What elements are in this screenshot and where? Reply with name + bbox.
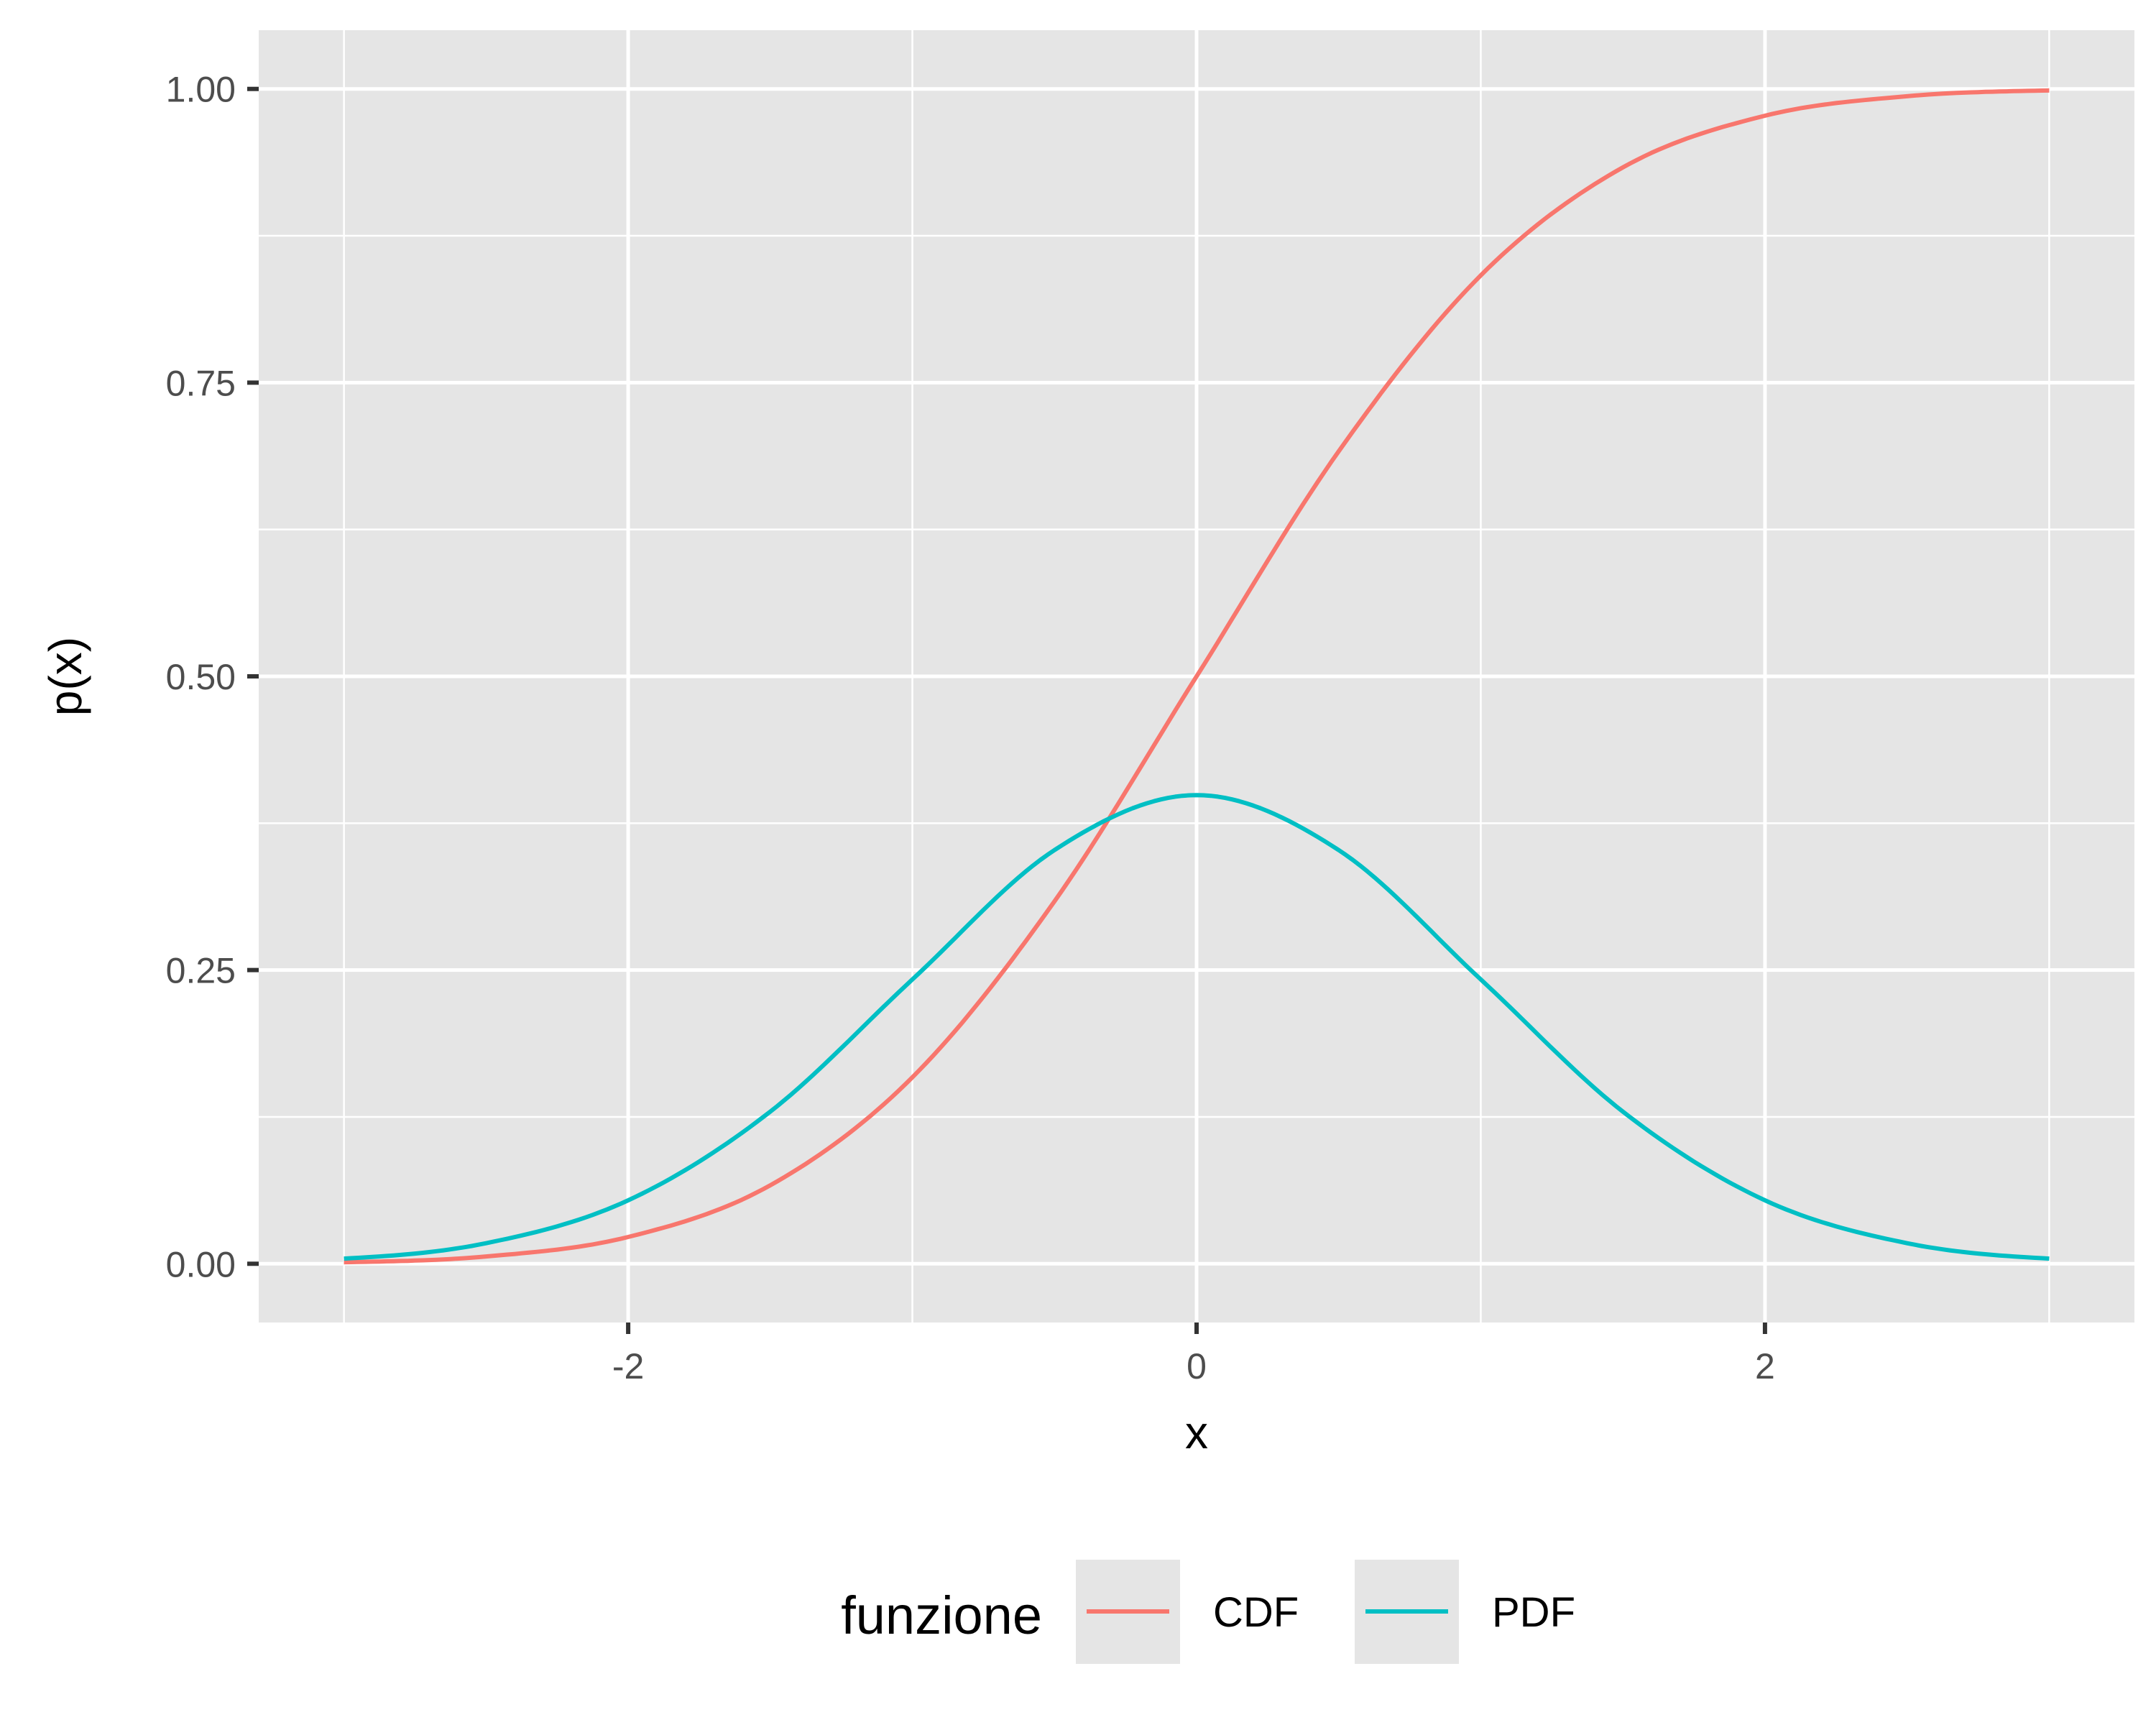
x-tick-label: 2 (1755, 1346, 1775, 1386)
legend-label-pdf: PDF (1492, 1589, 1575, 1636)
legend: funzione CDF PDF (841, 1560, 1575, 1664)
y-axis-title: p(x) (40, 637, 91, 716)
x-axis-title: x (1185, 1407, 1208, 1458)
series-lines (344, 88, 2050, 1265)
y-axis: 0.00 0.25 0.50 0.75 1.00 (166, 70, 259, 1284)
y-tick-label: 0.25 (166, 951, 236, 991)
x-tick-label: -2 (612, 1346, 644, 1386)
series-line-pdf (344, 793, 2050, 1261)
legend-label-cdf: CDF (1213, 1589, 1299, 1636)
y-tick-label: 0.50 (166, 657, 236, 697)
x-axis: -2 0 2 (612, 1322, 1775, 1386)
legend-title: funzione (841, 1586, 1042, 1645)
y-tick-label: 0.00 (166, 1244, 236, 1284)
x-tick-label: 0 (1187, 1346, 1207, 1386)
y-tick-label: 1.00 (166, 70, 236, 110)
series-line-cdf (344, 88, 2050, 1265)
y-tick-label: 0.75 (166, 363, 236, 403)
